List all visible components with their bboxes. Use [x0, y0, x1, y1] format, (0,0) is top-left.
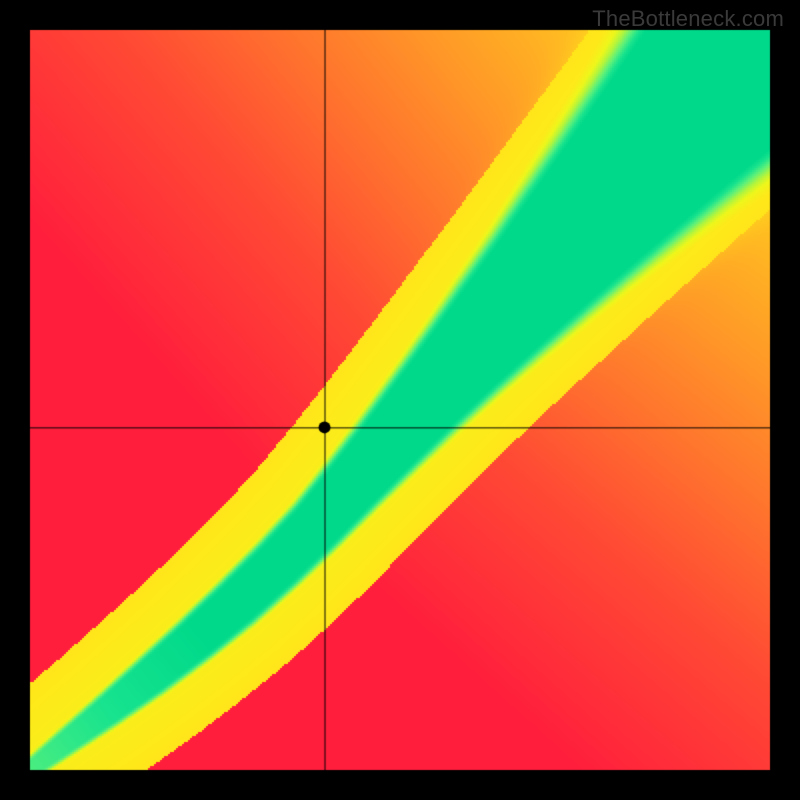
attribution-label: TheBottleneck.com — [592, 6, 784, 32]
chart-container: TheBottleneck.com — [0, 0, 800, 800]
heatmap-canvas — [0, 0, 800, 800]
